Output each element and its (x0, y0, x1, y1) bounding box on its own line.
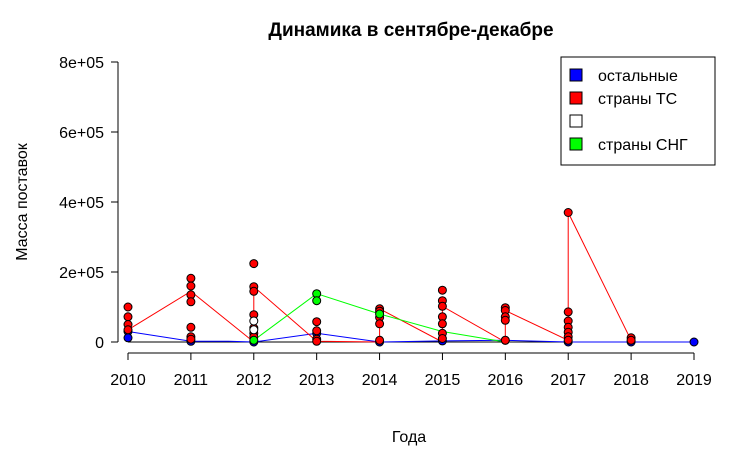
data-point (312, 296, 322, 306)
y-tick-label: 4e+05 (59, 195, 104, 212)
x-tick-label: 2017 (550, 372, 586, 389)
x-tick-label: 2010 (110, 372, 146, 389)
x-tick-label: 2012 (236, 372, 272, 389)
data-point (249, 286, 259, 296)
data-point (186, 281, 196, 291)
x-axis: 2010 2011 2012 2013 2014 2015 2016 2017 2018 2019 (110, 341, 712, 389)
series-line (127, 331, 694, 343)
legend: остальные страны ТС страны СНГ (560, 56, 716, 166)
data-point (563, 335, 573, 345)
data-point (123, 333, 133, 343)
y-tick-label: 2e+05 (59, 265, 104, 282)
data-point (312, 326, 322, 336)
data-point (249, 325, 259, 335)
data-point (123, 302, 133, 312)
x-tick-label: 2011 (174, 372, 209, 389)
y-axis: 0 2e+05 4e+05 6e+05 8e+05 (59, 55, 119, 352)
legend-label: страны ТС (598, 91, 677, 108)
data-point (186, 334, 196, 344)
data-point (375, 309, 385, 319)
data-point (249, 316, 259, 326)
data-point (186, 273, 196, 283)
data-point (249, 259, 259, 269)
legend-swatch (569, 114, 583, 128)
x-tick-label: 2014 (362, 372, 398, 389)
x-tick-label: 2019 (676, 372, 712, 389)
data-point (375, 319, 385, 329)
legend-swatch (569, 137, 583, 151)
y-axis-label: Масса поставок (14, 142, 31, 261)
data-point (312, 317, 322, 327)
y-tick-label: 0 (95, 335, 104, 352)
chart-title: Динамика в сентябре-декабре (268, 20, 553, 41)
data-point (123, 325, 133, 335)
data-point (500, 315, 510, 325)
x-tick-label: 2016 (488, 372, 524, 389)
data-point (563, 307, 573, 317)
data-point (437, 334, 447, 343)
data-point (375, 335, 385, 345)
data-point (437, 301, 447, 311)
legend-label: страны СНГ (598, 137, 688, 154)
legend-label: остальные (598, 68, 678, 85)
legend-swatch (569, 91, 583, 105)
data-point (186, 322, 196, 332)
data-point (689, 337, 699, 347)
data-point (437, 285, 447, 295)
data-point (563, 208, 573, 217)
y-tick-label: 8e+05 (59, 55, 104, 72)
y-tick-label: 6e+05 (59, 125, 104, 142)
data-point (437, 319, 447, 329)
data-point (123, 312, 133, 322)
legend-swatch (569, 68, 583, 82)
data-point (500, 335, 510, 345)
x-tick-label: 2013 (299, 372, 335, 389)
data-point (249, 335, 259, 345)
series-lines (127, 212, 694, 344)
data-point (626, 335, 636, 345)
x-axis-label: Года (392, 429, 426, 446)
series-points (123, 208, 699, 347)
legend-box (560, 56, 716, 166)
x-tick-label: 2015 (425, 372, 461, 389)
data-point (186, 297, 196, 307)
x-tick-label: 2018 (613, 372, 649, 389)
data-point (312, 336, 322, 346)
